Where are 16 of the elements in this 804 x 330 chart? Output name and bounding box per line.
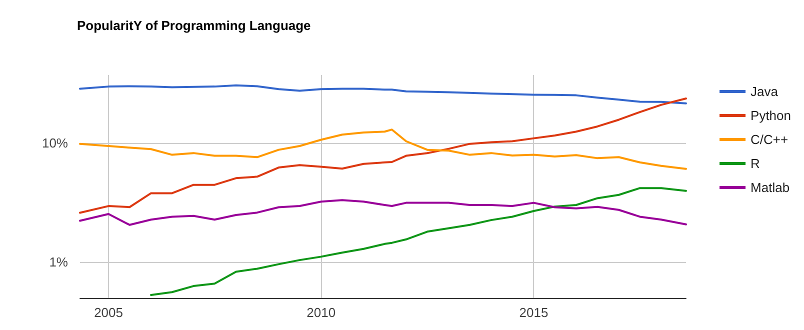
chart-title: PopularitY of Programming Language	[77, 18, 311, 33]
legend-label: Matlab	[750, 180, 790, 195]
y-tick-label: 1%	[49, 254, 68, 270]
line-series	[79, 98, 687, 214]
y-tick-label: 10%	[42, 135, 68, 150]
line-series	[79, 84, 687, 104]
legend-label: Java	[750, 84, 779, 99]
legend-label: Python	[750, 108, 792, 123]
x-tick-label: 2015	[519, 305, 548, 320]
line-series	[79, 128, 687, 170]
x-tick-label: 2005	[94, 305, 123, 320]
line-series	[150, 187, 687, 296]
legend-label: R	[750, 156, 760, 171]
x-tick-label: 2010	[306, 305, 336, 320]
line-series	[79, 199, 687, 226]
legend-label: C/C++	[750, 132, 788, 147]
